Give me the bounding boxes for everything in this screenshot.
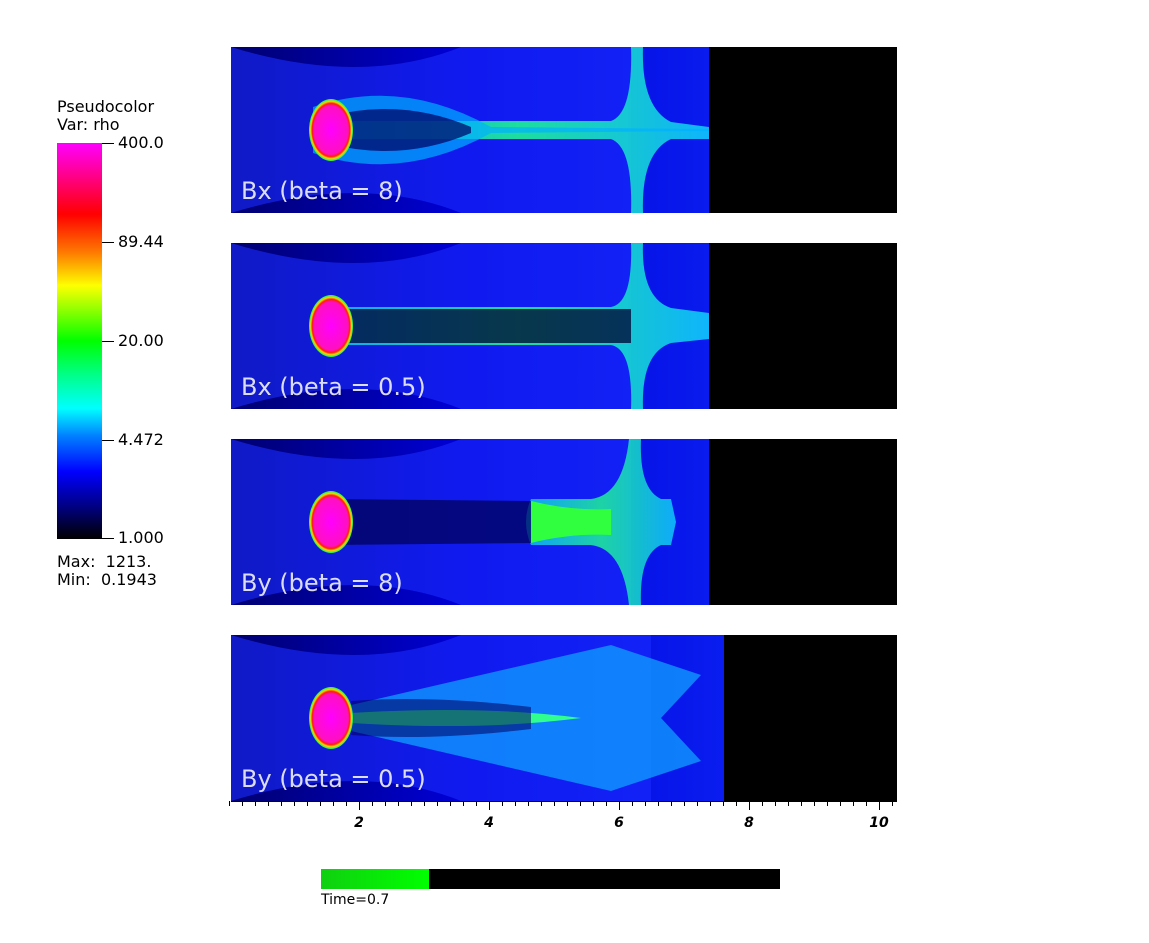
x-axis-minor-tick xyxy=(450,801,451,806)
x-axis-tick-label: 4 xyxy=(484,815,494,831)
x-axis-minor-tick xyxy=(671,801,672,806)
colorbar-tick-label: 4.472 xyxy=(118,430,164,449)
panel-label: By (beta = 8) xyxy=(241,569,403,597)
x-axis-minor-tick xyxy=(333,801,334,806)
x-axis-minor-tick xyxy=(398,801,399,806)
x-axis-minor-tick xyxy=(229,801,230,806)
x-axis-minor-tick xyxy=(385,801,386,806)
x-axis-tick-label: 8 xyxy=(744,815,754,831)
x-axis-minor-tick xyxy=(268,801,269,806)
x-axis-minor-tick xyxy=(515,801,516,806)
density-image xyxy=(231,439,897,605)
x-axis-minor-tick xyxy=(853,801,854,806)
plot-panel: By (beta = 8) xyxy=(231,439,897,605)
colorbar-tick xyxy=(102,538,114,539)
x-axis-tick xyxy=(619,801,620,810)
panel-label: Bx (beta = 0.5) xyxy=(241,373,426,401)
x-axis-minor-tick xyxy=(424,801,425,806)
x-axis-minor-tick xyxy=(788,801,789,806)
x-axis-minor-tick xyxy=(320,801,321,806)
x-axis-minor-tick xyxy=(840,801,841,806)
x-axis-minor-tick xyxy=(723,801,724,806)
legend-title: Pseudocolor Var: rho xyxy=(57,98,154,134)
x-axis-minor-tick xyxy=(645,801,646,806)
x-axis-minor-tick xyxy=(775,801,776,806)
plot-panel: Bx (beta = 8) xyxy=(231,47,897,213)
x-axis-minor-tick xyxy=(814,801,815,806)
legend-stats: Max: 1213. Min: 0.1943 xyxy=(57,553,157,589)
x-axis-minor-tick xyxy=(801,801,802,806)
x-axis-minor-tick xyxy=(242,801,243,806)
density-image xyxy=(231,47,897,213)
colorbar-tick-label: 1.000 xyxy=(118,528,164,547)
x-axis-minor-tick xyxy=(658,801,659,806)
time-progress-bar xyxy=(321,869,780,889)
colorbar xyxy=(57,143,102,539)
legend-max: Max: 1213. xyxy=(57,552,152,571)
legend-title-line1: Pseudocolor xyxy=(57,97,155,116)
x-axis-minor-tick xyxy=(346,801,347,806)
x-axis-minor-tick xyxy=(827,801,828,806)
x-axis-minor-tick xyxy=(502,801,503,806)
legend-title-line2: Var: rho xyxy=(57,115,120,134)
x-axis-minor-tick xyxy=(606,801,607,806)
x-axis-minor-tick xyxy=(710,801,711,806)
x-axis-tick xyxy=(749,801,750,810)
x-axis-minor-tick xyxy=(281,801,282,806)
colorbar-tick xyxy=(102,242,114,243)
plot-panel: Bx (beta = 0.5) xyxy=(231,243,897,409)
x-axis-tick-label: 10 xyxy=(869,815,889,831)
x-axis-minor-tick xyxy=(463,801,464,806)
colorbar-tick-label: 400.0 xyxy=(118,133,164,152)
x-axis-minor-tick xyxy=(632,801,633,806)
density-image xyxy=(231,635,897,801)
colorbar-tick xyxy=(102,341,114,342)
x-axis-minor-tick xyxy=(684,801,685,806)
x-axis-minor-tick xyxy=(411,801,412,806)
panel-label: Bx (beta = 8) xyxy=(241,177,403,205)
x-axis-line xyxy=(231,801,897,802)
x-axis-tick xyxy=(879,801,880,810)
x-axis-minor-tick xyxy=(476,801,477,806)
x-axis-minor-tick xyxy=(697,801,698,806)
time-label: Time=0.7 xyxy=(321,892,390,908)
colorbar-tick-label: 20.00 xyxy=(118,331,164,350)
x-axis-minor-tick xyxy=(567,801,568,806)
x-axis-minor-tick xyxy=(866,801,867,806)
colorbar-tick xyxy=(102,143,114,144)
legend-min: Min: 0.1943 xyxy=(57,570,157,589)
x-axis-minor-tick xyxy=(437,801,438,806)
x-axis-tick-label: 2 xyxy=(354,815,364,831)
x-axis-tick xyxy=(359,801,360,810)
x-axis-minor-tick xyxy=(255,801,256,806)
x-axis-minor-tick xyxy=(554,801,555,806)
colorbar-tick xyxy=(102,440,114,441)
x-axis-minor-tick xyxy=(892,801,893,806)
x-axis-minor-tick xyxy=(762,801,763,806)
x-axis-minor-tick xyxy=(307,801,308,806)
panel-label: By (beta = 0.5) xyxy=(241,765,426,793)
x-axis-minor-tick xyxy=(736,801,737,806)
x-axis-tick xyxy=(489,801,490,810)
x-axis-minor-tick xyxy=(528,801,529,806)
time-progress-fill xyxy=(321,869,429,889)
x-axis-minor-tick xyxy=(580,801,581,806)
x-axis-tick-label: 6 xyxy=(614,815,624,831)
x-axis-minor-tick xyxy=(294,801,295,806)
x-axis-minor-tick xyxy=(372,801,373,806)
x-axis-minor-tick xyxy=(593,801,594,806)
colorbar-tick-label: 89.44 xyxy=(118,232,164,251)
plot-panel: By (beta = 0.5) xyxy=(231,635,897,801)
density-image xyxy=(231,243,897,409)
x-axis-minor-tick xyxy=(541,801,542,806)
